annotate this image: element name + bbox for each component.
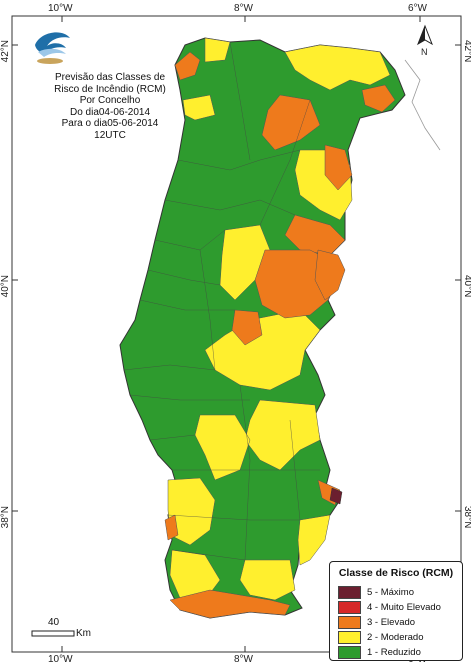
legend-label: 5 - Máximo — [367, 586, 414, 598]
legend-swatch — [338, 630, 361, 644]
legend-label: 4 - Muito Elevado — [367, 601, 441, 613]
title-line: Previsão das Classes de — [54, 72, 166, 83]
map-title: Previsão das Classes de Risco de Incêndi… — [40, 72, 180, 141]
moderate-risk-areas — [167, 37, 391, 601]
high-risk-areas — [164, 51, 396, 619]
legend-item: 4 - Muito Elevado — [338, 600, 441, 614]
north-label: N — [421, 47, 428, 57]
north-arrow-icon — [417, 24, 433, 46]
ipma-logo — [35, 32, 70, 64]
longitude-tick-label: 6°W — [408, 3, 427, 14]
scale-value: 40 — [48, 617, 60, 628]
legend-item: 5 - Máximo — [338, 585, 414, 599]
municipality-boundaries — [123, 41, 320, 561]
legend-label: 3 - Elevado — [367, 616, 416, 628]
scale-bar — [31, 630, 75, 637]
latitude-tick-label: 40°N — [462, 275, 471, 298]
title-line: Risco de Incêndio (RCM) — [54, 83, 166, 95]
title-line: Para o dia05-06-2014 — [61, 118, 159, 129]
legend-swatch — [338, 615, 361, 629]
latitude-tick-label: 38°N — [462, 506, 471, 529]
maximum-risk-area — [329, 487, 343, 505]
legend-swatch — [338, 585, 361, 599]
longitude-tick-label: 10°W — [48, 3, 73, 14]
legend-label: 2 - Moderado — [367, 631, 424, 643]
title-line: Do dia04-06-2014 — [69, 106, 151, 118]
latitude-tick-label: 38°N — [0, 506, 11, 529]
longitude-tick-label: 8°W — [234, 3, 253, 14]
legend-label: 1 - Reduzido — [367, 646, 421, 658]
legend-item: 3 - Elevado — [338, 615, 415, 629]
legend-swatch — [338, 645, 361, 659]
latitude-tick-label: 42°N — [0, 40, 11, 63]
title-line: 12UTC — [94, 129, 126, 141]
title-line: Por Concelho — [79, 95, 141, 106]
legend-swatch — [338, 600, 361, 614]
longitude-tick-label: 8°W — [234, 654, 253, 665]
legend-item: 1 - Reduzido — [338, 645, 421, 659]
legend: Classe de Risco (RCM) 5 - Máximo 4 - Mui… — [329, 561, 463, 661]
latitude-tick-label: 40°N — [0, 275, 11, 298]
latitude-tick-label: 42°N — [462, 40, 471, 63]
legend-item: 2 - Moderado — [338, 630, 424, 644]
legend-title: Classe de Risco (RCM) — [338, 567, 454, 579]
longitude-tick-label: 10°W — [48, 654, 73, 665]
scale-unit: Km — [76, 628, 91, 639]
